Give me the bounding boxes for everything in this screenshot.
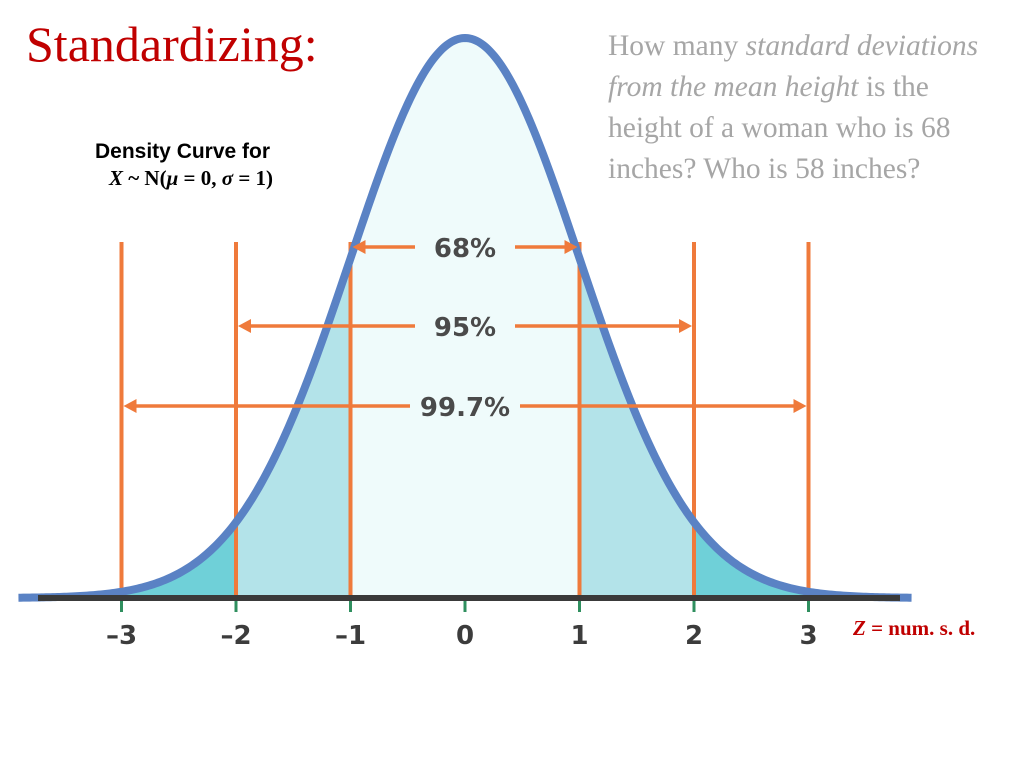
question-italic: standard deviations from the mean height — [608, 30, 979, 103]
density-curve-caption: Density Curve for X ~ N(μ = 0, σ = 1) — [95, 139, 273, 191]
axis-ticks: –3 –2 –1 0 1 2 3 — [106, 601, 818, 651]
caption-x-variable: X — [109, 166, 124, 190]
caption-mu-value: = 0, — [178, 166, 222, 190]
arrowhead-right-icon — [679, 319, 692, 333]
question-text: How many standard deviations from the me… — [608, 26, 1008, 190]
interval-1sd: 68% — [352, 234, 578, 264]
interval-3sd: 99.7% — [123, 393, 807, 423]
axis-tick-label: –1 — [335, 621, 366, 651]
caption-sigma-symbol: σ — [221, 166, 234, 190]
slide-title: Standardizing: — [26, 16, 318, 72]
axis-tick-label: 1 — [570, 621, 588, 651]
question-part-2: is the height of a woman who is 68 inche… — [608, 71, 951, 185]
bell-curve — [16, 34, 914, 602]
arrowhead-right-icon — [564, 240, 578, 254]
axis-tick-label: –2 — [220, 621, 251, 651]
caption-line-1: Density Curve for — [95, 140, 271, 163]
interval-2sd: 95% — [238, 313, 692, 343]
axis-tick-label: 0 — [456, 621, 474, 651]
arrowhead-left-icon — [352, 240, 366, 254]
interval-label: 95% — [434, 313, 496, 343]
interval-arrows: 68% 95% 99.7% — [123, 234, 807, 423]
one-sd-fill — [350, 38, 580, 598]
sd-boundary-lines — [119, 242, 811, 598]
axis-tick-label: –3 — [106, 621, 137, 651]
caption-distribution: ~ N( — [123, 166, 167, 190]
axis-tick-label: 3 — [799, 621, 817, 651]
arrowhead-left-icon — [123, 399, 137, 413]
z-symbol: Z — [853, 616, 866, 640]
question-part-1: How many — [608, 30, 746, 62]
arrowhead-left-icon — [238, 319, 251, 333]
z-legend-text: = num. s. d. — [865, 616, 976, 640]
caption-sigma-value: = 1) — [233, 166, 274, 190]
arrowhead-right-icon — [793, 399, 807, 413]
axis-tick-label: 2 — [685, 621, 703, 651]
interval-label: 99.7% — [420, 393, 510, 423]
caption-line-2: X ~ N(μ = 0, σ = 1) — [95, 165, 273, 191]
caption-mu-symbol: μ — [166, 166, 179, 190]
z-legend: Z = num. s. d. — [853, 616, 975, 641]
interval-label: 68% — [434, 234, 496, 264]
